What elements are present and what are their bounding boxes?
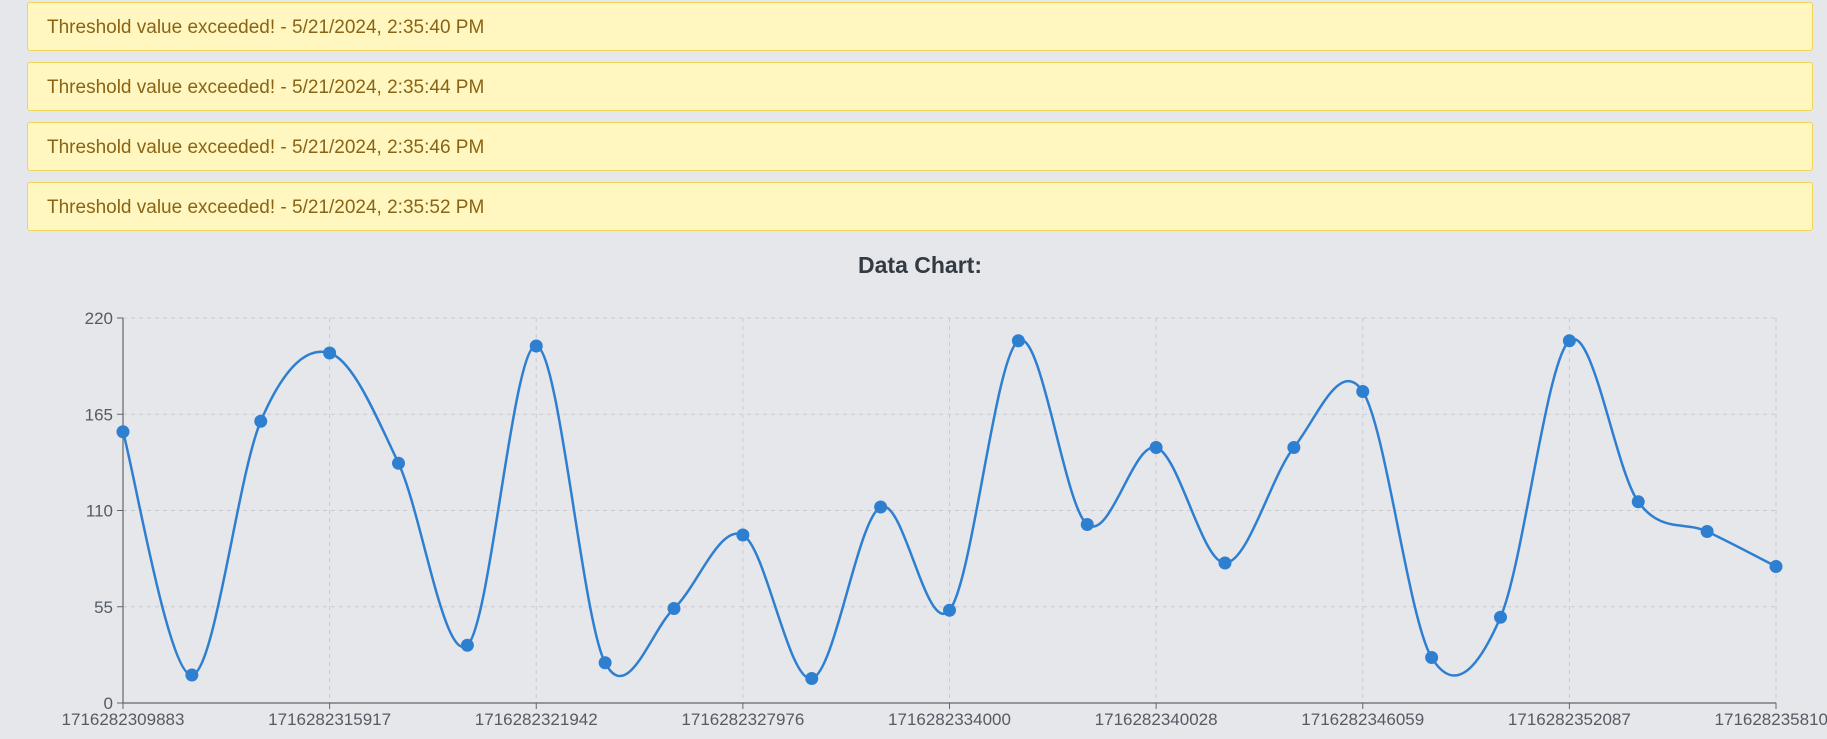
y-tick-label: 220: [85, 309, 113, 328]
data-point: [1563, 334, 1576, 347]
x-tick-label: 1716282340028: [1095, 710, 1218, 729]
data-point: [1081, 518, 1094, 531]
chart-grid: [123, 318, 1776, 703]
data-point: [874, 501, 887, 514]
x-tick-label: 1716282334000: [888, 710, 1011, 729]
y-tick-label: 110: [86, 502, 113, 521]
data-point: [530, 340, 543, 353]
data-point: [805, 672, 818, 685]
data-point: [117, 425, 130, 438]
data-point: [1219, 557, 1232, 570]
data-point: [392, 457, 405, 470]
x-tick-label: 1716282346059: [1301, 710, 1424, 729]
data-point: [668, 602, 681, 615]
series-line: [123, 339, 1776, 679]
data-point: [1356, 385, 1369, 398]
data-point: [736, 529, 749, 542]
data-point: [1701, 525, 1714, 538]
data-point: [1012, 334, 1025, 347]
data-point: [599, 656, 612, 669]
data-point: [1632, 495, 1645, 508]
data-point: [461, 639, 474, 652]
data-point: [1150, 441, 1163, 454]
y-tick-label: 55: [94, 598, 113, 617]
y-tick-label: 165: [85, 405, 113, 424]
data-point: [254, 415, 267, 428]
data-point: [1287, 441, 1300, 454]
data-point: [185, 669, 198, 682]
x-tick-label: 1716282327976: [681, 710, 804, 729]
x-tick-label: 1716282321942: [475, 710, 598, 729]
data-point: [1770, 560, 1783, 573]
data-point: [1425, 651, 1438, 664]
data-point: [323, 347, 336, 360]
x-tick-label: 1716282352087: [1508, 710, 1631, 729]
x-tick-label: 1716282358100: [1715, 710, 1827, 729]
data-point: [943, 604, 956, 617]
data-point: [1494, 611, 1507, 624]
x-tick-label: 1716282309883: [62, 710, 185, 729]
x-tick-label: 1716282315917: [268, 710, 391, 729]
